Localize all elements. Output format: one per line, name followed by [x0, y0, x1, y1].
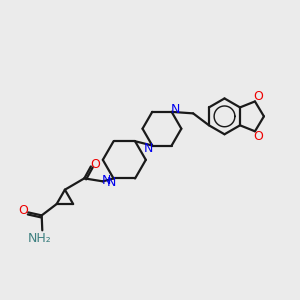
Text: O: O [253, 90, 263, 103]
Text: O: O [90, 158, 100, 171]
Text: N: N [170, 103, 180, 116]
Text: N: N [102, 174, 111, 187]
Text: N: N [144, 142, 153, 155]
Text: NH₂: NH₂ [27, 232, 51, 245]
Text: N: N [106, 176, 116, 189]
Text: O: O [19, 203, 28, 217]
Text: O: O [253, 130, 263, 142]
